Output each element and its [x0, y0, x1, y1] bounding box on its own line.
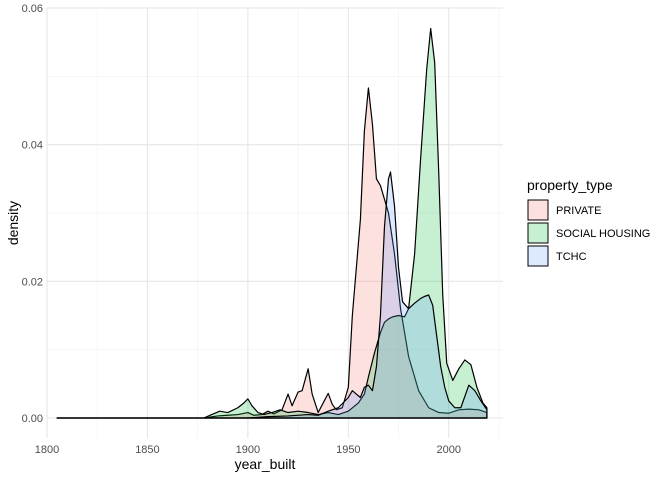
x-tick-label: 1900: [236, 444, 260, 456]
density-area-tchc: [56, 171, 488, 419]
y-tick-label: 0.04: [22, 140, 43, 152]
x-axis-title: year_built: [235, 456, 296, 472]
legend-title: property_type: [527, 177, 613, 193]
legend-key-private: [527, 199, 549, 221]
y-tick-label: 0.02: [22, 276, 43, 288]
legend-items: PRIVATE SOCIAL HOUSING TCHC: [527, 199, 650, 267]
x-tick-label: 1800: [35, 444, 59, 456]
legend-key-social-housing: [527, 222, 549, 244]
x-tick-label: 1850: [135, 444, 159, 456]
legend-label-private: PRIVATE: [556, 205, 601, 217]
density-area-social-housing: [56, 27, 488, 419]
legend-label-social-housing: SOCIAL HOUSING: [556, 228, 650, 240]
legend-key-tchc: [527, 245, 549, 267]
x-axis-ticks: 1800 1850 1900 1950 2000: [35, 444, 461, 456]
legend-label-tchc: TCHC: [556, 251, 587, 263]
series-layer: [56, 27, 488, 419]
y-tick-label: 0.06: [22, 3, 43, 15]
y-axis-title: density: [5, 201, 21, 245]
y-tick-label: 0.00: [22, 413, 43, 425]
y-axis-ticks: 0.00 0.02 0.04 0.06: [22, 3, 43, 425]
x-tick-label: 1950: [336, 444, 360, 456]
grid-minor: [47, 8, 503, 438]
legend: property_type PRIVATE SOCIAL HOUSING TCHC: [527, 177, 650, 267]
x-tick-label: 2000: [437, 444, 461, 456]
